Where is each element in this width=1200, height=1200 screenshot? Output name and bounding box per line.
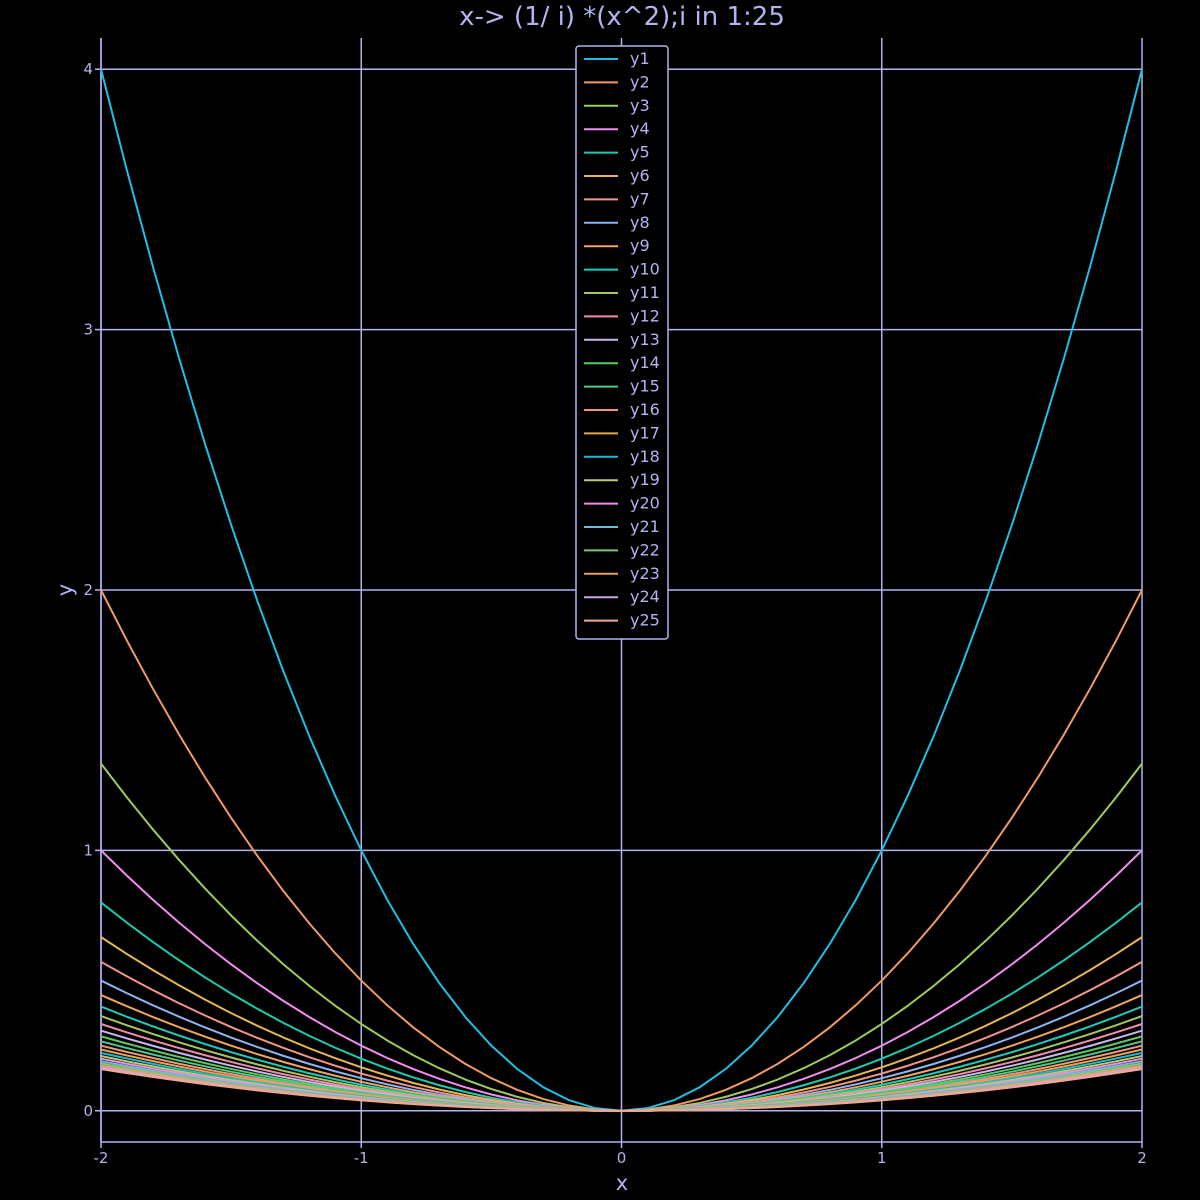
x-axis-label: x	[616, 1171, 628, 1195]
legend-label-y13: y13	[630, 330, 660, 349]
y-axis-ticks: 0 1 2 3 4	[83, 60, 101, 1120]
legend-label-y8: y8	[630, 213, 650, 232]
legend-label-y16: y16	[630, 400, 660, 419]
legend-label-y20: y20	[630, 494, 660, 513]
legend-label-y12: y12	[630, 306, 660, 325]
legend-label-y11: y11	[630, 283, 660, 302]
series-lines	[100, 69, 1143, 1112]
legend-label-y4: y4	[630, 119, 650, 138]
legend-label-y6: y6	[630, 166, 650, 185]
x-tick-label-2: 0	[617, 1149, 627, 1167]
legend-label-y24: y24	[630, 587, 660, 606]
chart-title: x-> (1/ i) *(x^2);i in 1:25	[459, 2, 785, 32]
legend-label-y15: y15	[630, 377, 660, 396]
legend-box	[575, 45, 669, 640]
legend-label-y23: y23	[630, 564, 660, 583]
y-tick-label-2: 2	[83, 581, 93, 599]
y-tick-label-1: 1	[83, 841, 93, 859]
legend: y1 y2 y3 y4 y5 y6 y7 y8 y9 y10 y11 y12 y13 y14 y15 y16 y…	[575, 45, 669, 640]
legend-label-y17: y17	[630, 423, 660, 442]
legend-label-y9: y9	[630, 236, 650, 255]
legend-label-y5: y5	[630, 143, 650, 162]
x-axis-ticks: -2 -1 0 1 2	[94, 1142, 1147, 1167]
legend-label-y3: y3	[630, 96, 650, 115]
legend-label-y18: y18	[630, 447, 660, 466]
x-tick-label-3: 1	[877, 1149, 887, 1167]
legend-label-y7: y7	[630, 189, 650, 208]
legend-label-y14: y14	[630, 353, 660, 372]
x-tick-label-4: 2	[1137, 1149, 1147, 1167]
legend-label-y19: y19	[630, 470, 660, 489]
legend-label-y25: y25	[630, 611, 660, 630]
y-tick-label-3: 3	[83, 321, 93, 339]
x-tick-label-1: -1	[354, 1149, 369, 1167]
y-axis-label: y	[53, 584, 77, 596]
y-tick-label-0: 0	[83, 1102, 93, 1120]
series-line-y25	[100, 1068, 1143, 1112]
legend-label-y21: y21	[630, 517, 660, 536]
legend-label-y22: y22	[630, 540, 660, 559]
y-tick-label-4: 4	[83, 60, 93, 78]
x-tick-label-0: -2	[94, 1149, 109, 1167]
legend-label-y1: y1	[630, 49, 650, 68]
legend-label-y10: y10	[630, 260, 660, 279]
legend-label-y2: y2	[630, 72, 650, 91]
